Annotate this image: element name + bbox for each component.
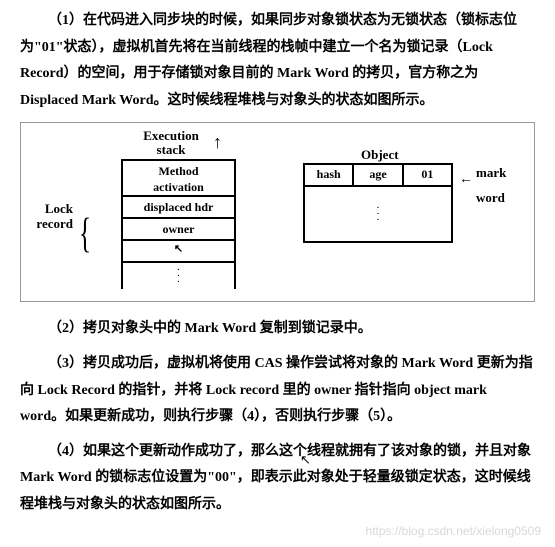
stack-cell-displaced: displaced hdr xyxy=(123,195,234,217)
watermark-text: https://blog.csdn.net/xielong0509 xyxy=(366,520,541,543)
pointer-cursor-icon: ↖ xyxy=(300,448,311,473)
object-body-dots: · · · xyxy=(305,187,451,241)
brace-icon: { xyxy=(79,195,91,275)
paragraph-4: （4）如果这个更新动作成功了，那么这个线程就拥有了该对象的锁，并且对象 Mark… xyxy=(20,439,535,519)
object-header-age: age xyxy=(354,165,403,185)
paragraph-2: （2）拷贝对象头中的 Mark Word 复制到锁记录中。 xyxy=(20,316,535,343)
diagram-container: Execution stack ↑ Method activation disp… xyxy=(20,122,535,302)
object-header-flag: 01 xyxy=(404,165,451,185)
paragraph-3: （3）拷贝成功后，虚拟机将使用 CAS 操作尝试将对象的 Mark Word 更… xyxy=(20,351,535,431)
arrow-up-icon: ↑ xyxy=(213,125,222,159)
paragraph-1: （1）在代码进入同步块的时候，如果同步对象锁状态为无锁状态（锁标志位为"01"状… xyxy=(20,8,535,114)
execution-stack: Method activation displaced hdr owner ↖ … xyxy=(121,159,236,289)
stack-cell-owner: owner xyxy=(123,217,234,239)
lock-record-label: Lock record xyxy=(27,201,73,231)
object-box: hash age 01 · · · xyxy=(303,163,453,243)
arrow-left-icon: ← xyxy=(459,167,473,194)
stack-cell-method: Method activation xyxy=(123,159,234,195)
stack-cell-empty: ↖ xyxy=(123,239,234,261)
object-header: hash age 01 xyxy=(305,165,451,187)
stack-dots: · · · xyxy=(123,261,234,289)
mark-word-label: mark word xyxy=(476,161,534,210)
stack-title: Execution stack xyxy=(121,129,221,157)
object-header-hash: hash xyxy=(305,165,354,185)
